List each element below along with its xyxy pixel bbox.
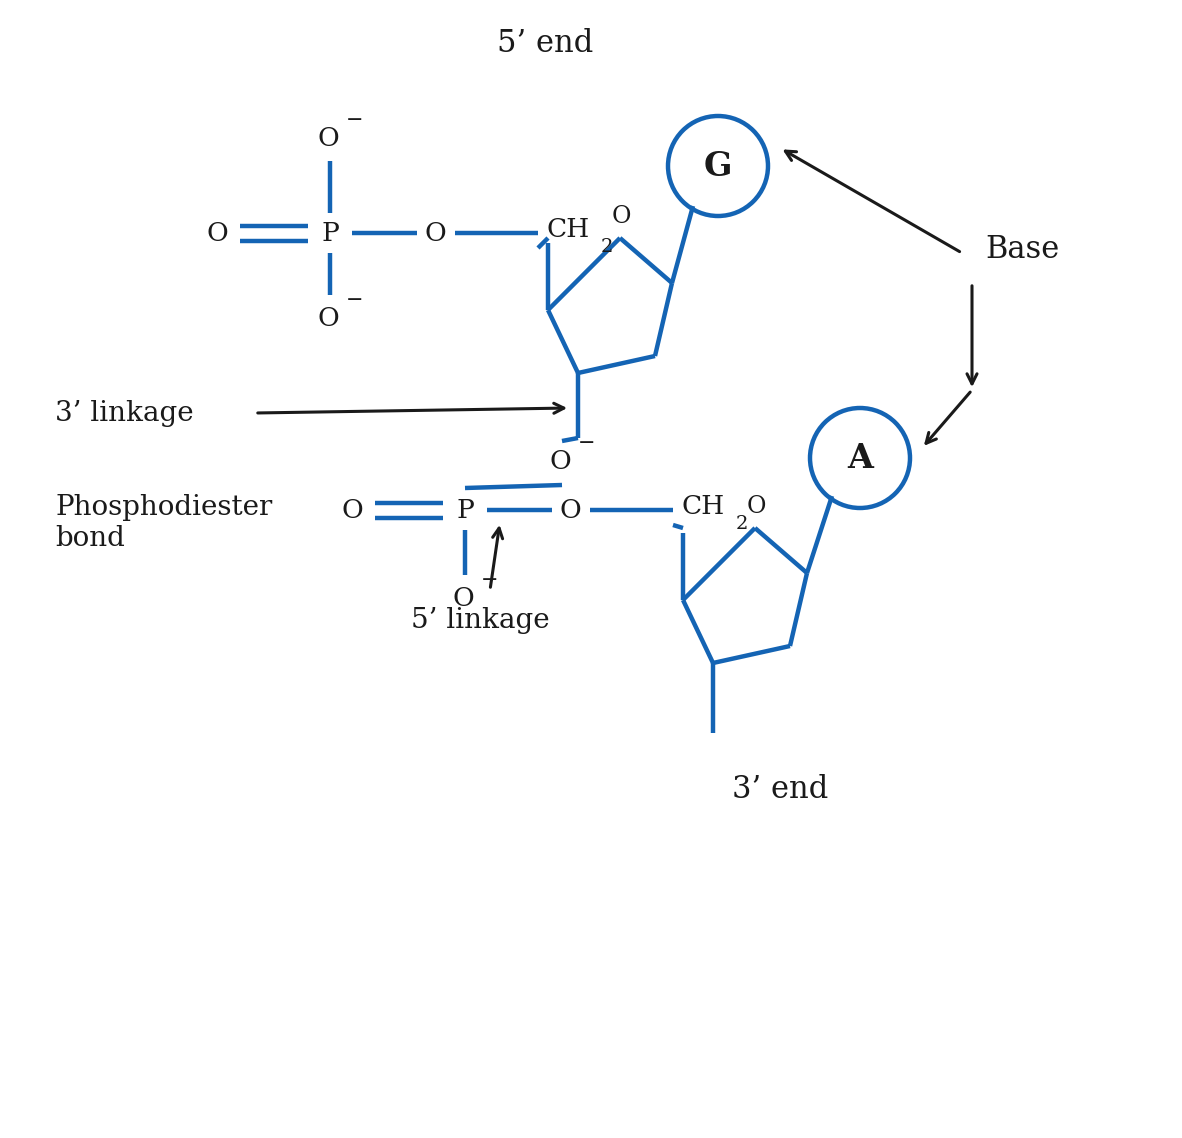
Text: 2: 2 <box>736 516 748 533</box>
Text: O: O <box>424 221 446 246</box>
Text: O: O <box>317 125 339 150</box>
Text: P: P <box>456 497 474 522</box>
Text: Phosphodiester
bond: Phosphodiester bond <box>56 494 272 552</box>
Text: 2: 2 <box>600 238 613 256</box>
Text: P: P <box>322 221 339 246</box>
Text: 5’ linkage: 5’ linkage <box>410 607 550 634</box>
Text: −: − <box>346 290 364 310</box>
Text: G: G <box>703 149 733 182</box>
Text: O: O <box>453 585 474 610</box>
Text: O: O <box>342 497 363 522</box>
Text: O: O <box>550 448 571 473</box>
Text: 3’ linkage: 3’ linkage <box>56 399 194 427</box>
Text: −: − <box>346 110 364 130</box>
Text: O: O <box>611 205 631 228</box>
Text: CH: CH <box>546 216 590 241</box>
Text: O: O <box>559 497 580 522</box>
Text: CH: CH <box>681 494 725 519</box>
Text: O: O <box>317 305 339 330</box>
Text: 5’ end: 5’ end <box>496 27 593 58</box>
Text: O: O <box>206 221 228 246</box>
Text: −: − <box>481 570 499 589</box>
Text: O: O <box>746 495 766 518</box>
Text: Base: Base <box>985 234 1059 265</box>
Text: 3’ end: 3’ end <box>732 775 829 806</box>
Text: −: − <box>578 434 596 453</box>
Text: A: A <box>847 442 873 475</box>
